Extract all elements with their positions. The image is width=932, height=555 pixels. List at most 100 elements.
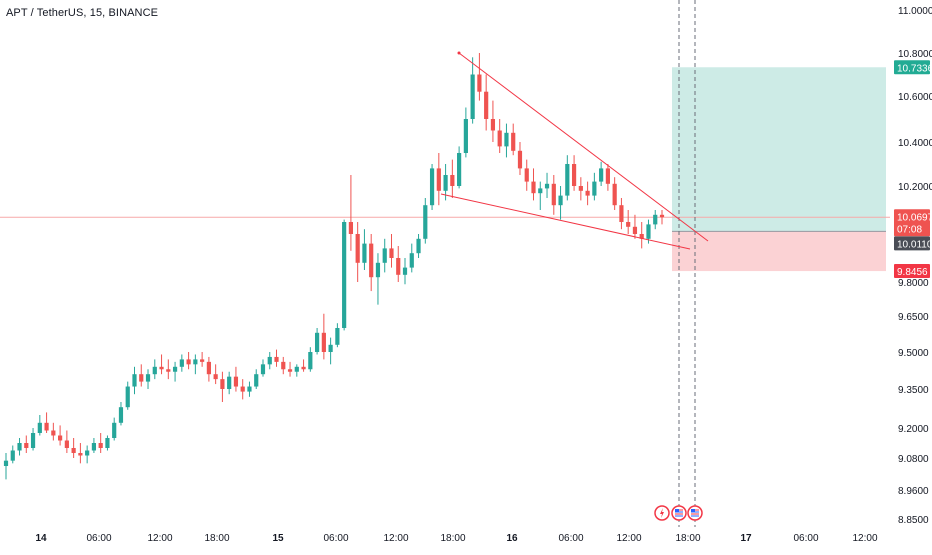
us-flag-icon[interactable] bbox=[687, 505, 703, 521]
candle bbox=[375, 262, 381, 278]
candle bbox=[524, 168, 529, 182]
upper-trendline[interactable] bbox=[458, 52, 709, 242]
stop-price-badge-text: 9.8456 bbox=[897, 267, 928, 278]
candle bbox=[565, 164, 570, 196]
price-axis-label: 10.6000 bbox=[898, 92, 932, 103]
candle bbox=[186, 359, 191, 365]
candle bbox=[484, 91, 489, 119]
candle bbox=[200, 359, 205, 362]
candle bbox=[402, 267, 408, 275]
stop-zone[interactable] bbox=[672, 231, 886, 272]
candle bbox=[260, 364, 266, 375]
candle bbox=[429, 168, 435, 206]
candle bbox=[44, 422, 49, 431]
candle bbox=[125, 386, 130, 408]
candle bbox=[443, 175, 448, 191]
candle bbox=[342, 222, 347, 328]
candle bbox=[71, 448, 76, 453]
candle bbox=[463, 119, 468, 153]
candle bbox=[504, 132, 509, 147]
candle bbox=[457, 153, 462, 186]
candle bbox=[396, 258, 401, 275]
candle bbox=[423, 205, 428, 239]
lower-trendline[interactable] bbox=[440, 193, 691, 250]
time-axis-label: 15 bbox=[272, 533, 284, 544]
candle bbox=[166, 369, 171, 372]
candle bbox=[362, 243, 367, 263]
candle bbox=[612, 183, 617, 206]
candle bbox=[37, 422, 42, 433]
candle bbox=[436, 168, 441, 191]
candle bbox=[287, 369, 293, 372]
time-axis-label: 06:00 bbox=[558, 533, 583, 544]
candle bbox=[538, 188, 543, 194]
time-axis-label: 14 bbox=[35, 533, 47, 544]
price-axis-label: 8.8500 bbox=[898, 515, 929, 526]
entry-price-badge bbox=[894, 236, 930, 251]
candle bbox=[639, 234, 644, 239]
trendline-handle[interactable] bbox=[457, 51, 461, 55]
candle bbox=[213, 374, 218, 380]
candle bbox=[470, 74, 475, 119]
candle bbox=[85, 450, 90, 456]
candle bbox=[78, 453, 83, 456]
candle bbox=[450, 175, 455, 186]
candle bbox=[490, 119, 496, 131]
flash-icon-glyph bbox=[660, 508, 664, 518]
time-axis-label: 16 bbox=[506, 533, 518, 544]
candle bbox=[619, 205, 624, 222]
candle bbox=[139, 374, 144, 382]
time-axis-label: 18:00 bbox=[204, 533, 229, 544]
time-axis-label: 12:00 bbox=[147, 533, 172, 544]
countdown-text: 07:08 bbox=[897, 224, 922, 235]
candle bbox=[24, 443, 29, 448]
price-axis-label: 9.6500 bbox=[898, 312, 929, 323]
candle bbox=[632, 226, 638, 234]
symbol-title: APT / TetherUS, 15, BINANCE bbox=[6, 7, 159, 19]
candle bbox=[10, 450, 15, 461]
price-axis-label: 9.8000 bbox=[898, 278, 929, 289]
price-axis-label: 9.5000 bbox=[898, 348, 929, 359]
candle bbox=[267, 356, 272, 365]
candle bbox=[369, 243, 374, 278]
us-flag-icon[interactable] bbox=[671, 505, 687, 521]
price-axis-label: 10.2000 bbox=[898, 182, 932, 193]
candle bbox=[17, 443, 22, 451]
candle bbox=[497, 130, 502, 147]
candle bbox=[3, 460, 9, 466]
candle bbox=[179, 359, 184, 367]
candle bbox=[91, 443, 97, 451]
candle bbox=[152, 366, 157, 375]
price-axis-label: 10.4000 bbox=[898, 138, 932, 149]
candle bbox=[653, 214, 658, 225]
target-zone[interactable] bbox=[672, 67, 886, 232]
candle bbox=[118, 407, 124, 423]
candle bbox=[382, 248, 387, 263]
candle bbox=[294, 366, 299, 372]
candle bbox=[172, 366, 178, 372]
price-axis-label: 11.0000 bbox=[898, 6, 932, 17]
stop-price-badge bbox=[894, 264, 930, 279]
candle bbox=[105, 438, 110, 448]
time-axis-label: 12:00 bbox=[852, 533, 877, 544]
candle bbox=[314, 332, 320, 352]
price-axis-label: 10.8000 bbox=[898, 49, 932, 60]
candle bbox=[605, 168, 610, 184]
candle bbox=[477, 74, 482, 92]
candle bbox=[274, 356, 279, 362]
time-axis-label: 06:00 bbox=[793, 533, 818, 544]
entry-price-badge-text: 10.0110 bbox=[897, 239, 932, 250]
price-axis-label: 8.9600 bbox=[898, 486, 929, 497]
candle bbox=[98, 443, 103, 448]
candle bbox=[308, 352, 313, 370]
price-axis-label: 9.2000 bbox=[898, 424, 929, 435]
candle bbox=[626, 222, 631, 227]
candle bbox=[335, 328, 340, 345]
candle bbox=[511, 132, 516, 151]
candle bbox=[578, 186, 583, 191]
time-axis-label: 18:00 bbox=[440, 533, 465, 544]
candle bbox=[348, 222, 354, 234]
candle bbox=[321, 332, 326, 352]
